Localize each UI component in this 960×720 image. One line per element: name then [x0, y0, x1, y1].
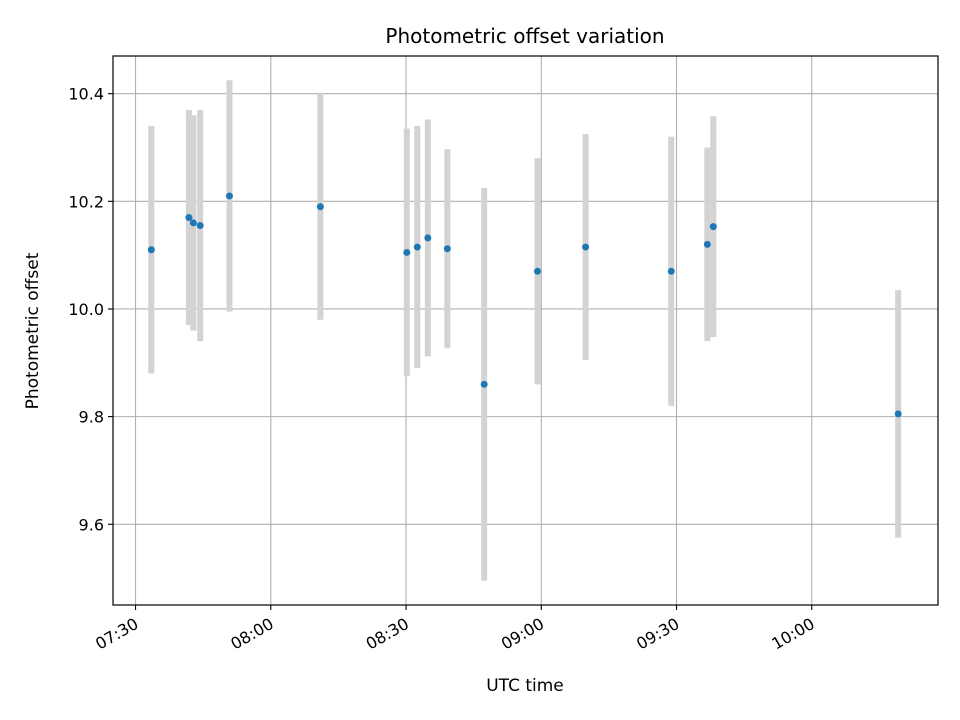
y-tick-label: 10.2	[68, 192, 104, 211]
y-tick-label: 10.0	[68, 300, 104, 319]
data-point	[894, 410, 902, 418]
x-axis-label: UTC time	[486, 676, 564, 696]
data-point	[185, 213, 193, 221]
data-point	[147, 246, 155, 254]
chart-title: Photometric offset variation	[385, 24, 664, 48]
y-tick-label: 9.6	[79, 515, 104, 534]
data-point	[443, 245, 451, 253]
plot-frame	[112, 55, 939, 606]
data-point	[403, 248, 411, 256]
data-point	[582, 243, 590, 251]
point-layer	[147, 192, 902, 418]
y-tick-label: 10.4	[68, 85, 104, 104]
data-point	[316, 203, 324, 211]
data-point	[534, 267, 542, 275]
data-point	[225, 192, 233, 200]
y-axis-ticks: 9.6 9.8 10.0 10.2 10.4	[68, 85, 113, 534]
y-axis-label: Photometric offset	[23, 252, 43, 409]
data-point	[196, 222, 204, 230]
y-tick-label: 9.8	[79, 408, 104, 427]
data-point	[709, 223, 717, 231]
data-point	[703, 240, 711, 248]
data-point	[413, 243, 421, 251]
data-point	[667, 267, 675, 275]
data-point	[189, 219, 197, 227]
data-point	[424, 234, 432, 242]
data-point	[480, 380, 488, 388]
